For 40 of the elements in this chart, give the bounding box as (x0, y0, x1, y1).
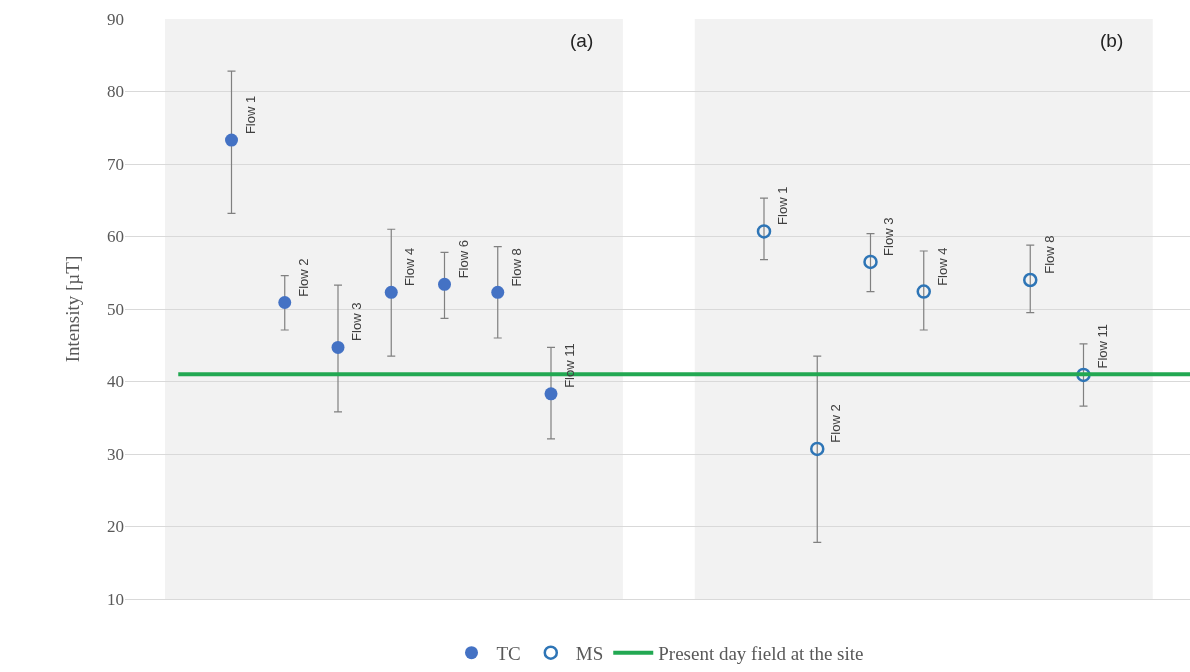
point (491, 285, 505, 299)
y-tick-label: 70 (107, 154, 124, 174)
point (863, 254, 878, 270)
point (544, 387, 558, 401)
y-tick-label: 80 (107, 82, 124, 102)
point (384, 285, 398, 299)
data-label: Flow 8 (508, 248, 524, 287)
y-axis-title: Intensity [µT] (61, 255, 83, 363)
data-label: Flow 4 (402, 247, 418, 287)
data-label: Flow 2 (827, 404, 843, 443)
y-tick-label: 20 (107, 517, 124, 537)
data-label: Flow 11 (562, 343, 578, 388)
legend-label: Present day field at the site (658, 643, 864, 665)
data-label: Flow 8 (1041, 235, 1057, 274)
point (756, 224, 772, 239)
data-label: Flow 4 (934, 247, 950, 286)
point (1023, 272, 1038, 288)
point (331, 340, 345, 354)
data-label: Flow 3 (349, 302, 365, 341)
y-tick-label: 60 (107, 227, 124, 247)
annotation: (b) (1100, 30, 1124, 51)
data-label: Flow 1 (242, 95, 258, 135)
data-label: Flow 6 (455, 240, 471, 279)
legend-label: MS (575, 643, 604, 665)
y-tick-label: 90 (107, 9, 124, 29)
point (810, 441, 825, 457)
annotation: (a) (570, 30, 594, 51)
y-tick-label: 10 (107, 589, 124, 609)
data-label: Flow 3 (881, 217, 897, 256)
point (438, 277, 451, 291)
legend-label: TC (496, 643, 521, 665)
point (916, 284, 931, 299)
data-label: Flow 1 (775, 186, 791, 225)
y-tick-label: 50 (107, 299, 124, 319)
point (278, 295, 292, 309)
data-label: Flow 2 (295, 258, 311, 297)
y-tick-label: 40 (107, 372, 124, 392)
y-tick-label: 30 (107, 444, 124, 464)
point (225, 133, 238, 147)
data-label: Flow 11 (1094, 323, 1110, 369)
